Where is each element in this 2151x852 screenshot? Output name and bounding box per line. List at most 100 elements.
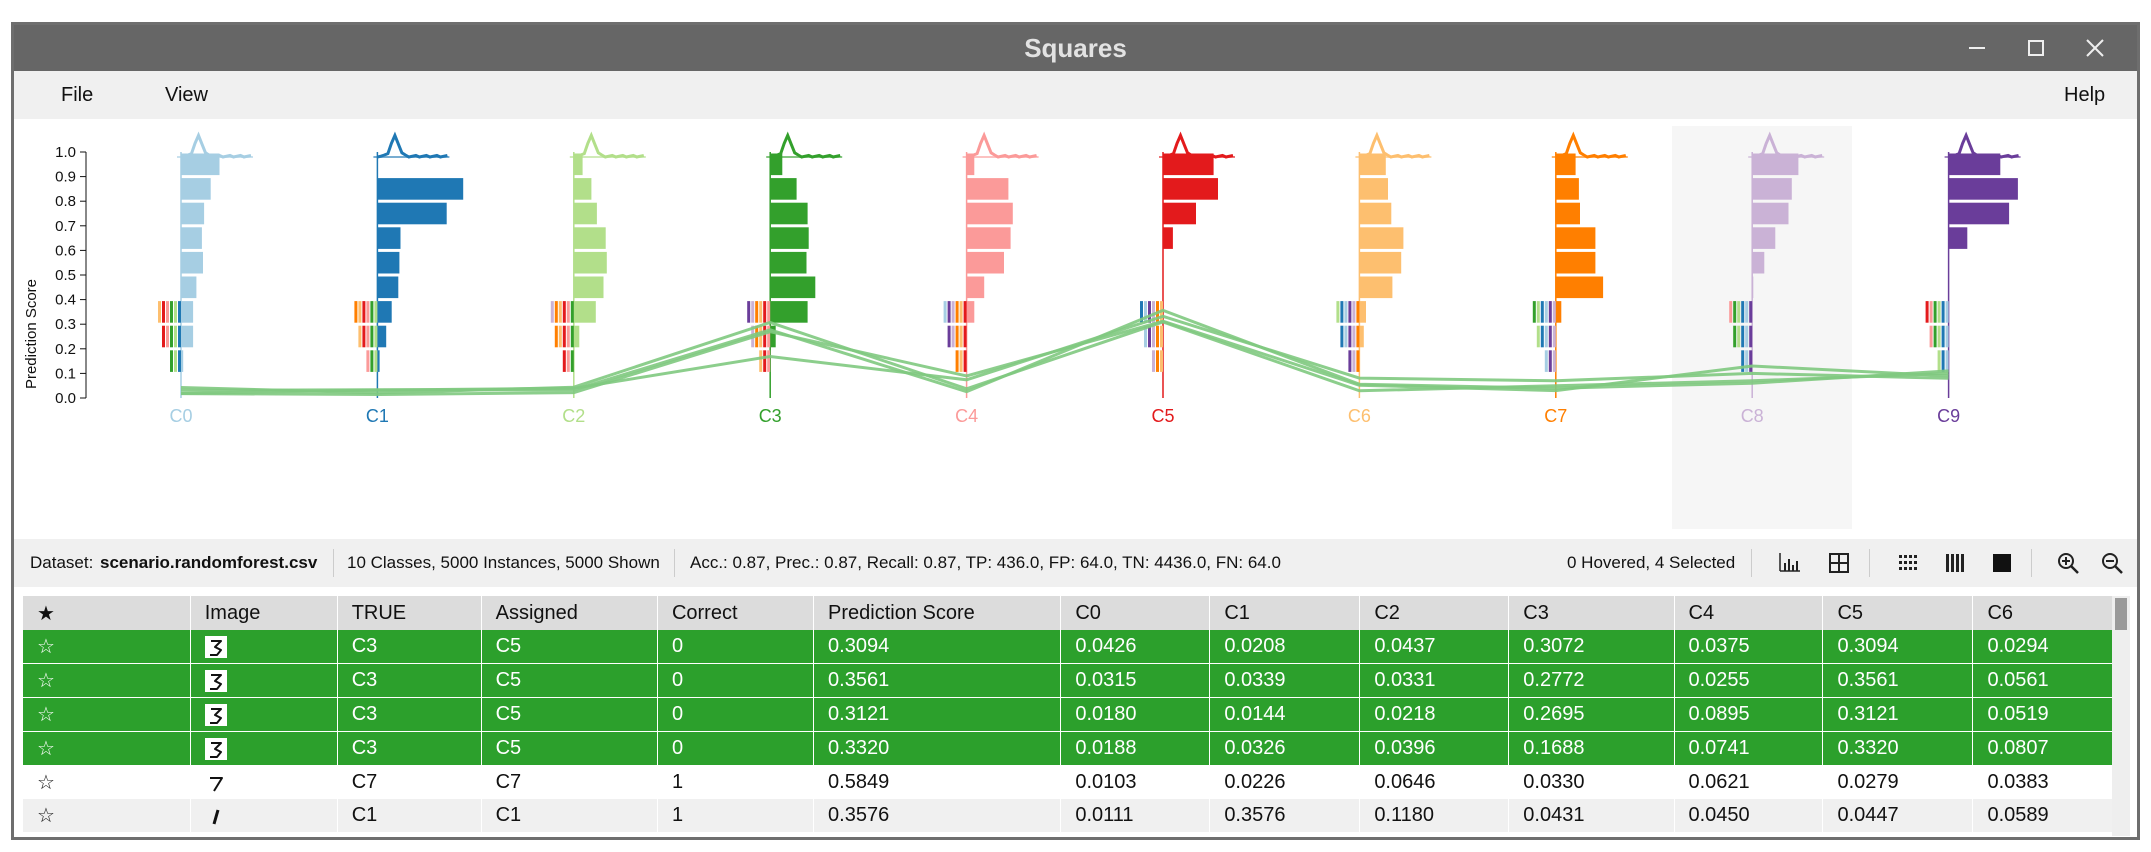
scrollbar-thumb[interactable] [2115, 598, 2127, 630]
class-label-c5[interactable]: C5 [1151, 406, 1174, 426]
prediction-bar[interactable] [1555, 153, 1576, 176]
prediction-bar[interactable] [573, 325, 580, 348]
prediction-bar[interactable] [966, 301, 975, 323]
column-header[interactable]: TRUE [337, 596, 482, 630]
prediction-bar[interactable] [181, 227, 202, 249]
column-header[interactable]: C4 [1674, 596, 1824, 630]
star-column-header[interactable]: ★ [23, 596, 191, 630]
column-header[interactable]: Assigned [481, 596, 658, 630]
prediction-bar[interactable] [1555, 276, 1604, 299]
table-row[interactable]: ☆ C3 C5 0 0.3320 0.0188 0.0326 0.0396 0.1688 0.07… [23, 731, 2121, 766]
dots-view-button[interactable] [1894, 549, 1922, 577]
column-header[interactable]: Prediction Score [813, 596, 1062, 630]
prediction-bar[interactable] [1359, 276, 1393, 299]
prediction-bar[interactable] [1359, 325, 1364, 348]
prediction-bar[interactable] [770, 153, 783, 176]
squares-plot[interactable]: Prediction Score 1.0 0.9 0.8 0.7 0.6 0.5 0.4 0.… [14, 119, 2137, 539]
table-row[interactable]: ☆ C1 C1 1 0.3576 0.0111 0.3576 0.1180 0.0431 0.04… [23, 799, 2121, 832]
class-column-c1[interactable]: C1 [354, 131, 464, 426]
squares-chart[interactable]: Prediction Score 1.0 0.9 0.8 0.7 0.6 0.5 0.4 0.… [14, 119, 2137, 539]
prediction-bar[interactable] [181, 301, 194, 323]
maximize-button[interactable] [2013, 25, 2059, 71]
prediction-bar[interactable] [1752, 276, 1754, 299]
prediction-bar[interactable] [1359, 227, 1404, 249]
class-label-c1[interactable]: C1 [366, 406, 389, 426]
class-column-c2[interactable]: C2 [550, 131, 646, 426]
prediction-bar[interactable] [1752, 153, 1799, 176]
star-toggle[interactable]: ☆ [23, 630, 191, 664]
prediction-bar[interactable] [966, 276, 985, 299]
column-header[interactable]: C1 [1209, 596, 1361, 630]
histogram-view-button[interactable] [1776, 549, 1804, 577]
prediction-bar[interactable] [573, 153, 583, 176]
prediction-bar[interactable] [1948, 153, 2001, 176]
class-column-c7[interactable]: C7 [1532, 131, 1628, 426]
column-header[interactable]: Correct [657, 596, 815, 630]
prediction-bar[interactable] [377, 251, 400, 274]
menu-help[interactable]: Help [2064, 84, 2106, 106]
class-column-c6[interactable]: C6 [1336, 131, 1432, 426]
star-toggle[interactable]: ☆ [23, 799, 191, 832]
prediction-bar[interactable] [770, 276, 816, 299]
stripes-view-button[interactable] [1941, 549, 1969, 577]
minimize-button[interactable] [1954, 25, 2000, 71]
table-scrollbar[interactable] [2112, 596, 2130, 836]
table-row[interactable]: ☆ C3 C5 0 0.3094 0.0426 0.0208 0.0437 0.3072 0.03… [23, 630, 2121, 664]
prediction-bar[interactable] [966, 251, 1004, 274]
prediction-bar[interactable] [1752, 178, 1792, 200]
grid-view-button[interactable] [1825, 549, 1853, 577]
prediction-bar[interactable] [377, 178, 464, 200]
zoom-out-button[interactable] [2098, 549, 2126, 577]
prediction-bar[interactable] [377, 325, 387, 348]
column-header[interactable]: Image [190, 596, 338, 630]
prediction-bar[interactable] [181, 276, 197, 299]
prediction-bar[interactable] [1555, 227, 1596, 249]
prediction-bar[interactable] [1359, 301, 1366, 323]
prediction-bar[interactable] [181, 350, 184, 372]
class-label-c0[interactable]: C0 [169, 406, 192, 426]
column-header[interactable]: C5 [1822, 596, 1974, 630]
prediction-bar[interactable] [1948, 202, 2010, 225]
prediction-bar[interactable] [181, 178, 211, 200]
prediction-bar[interactable] [1752, 202, 1789, 225]
prediction-bar[interactable] [573, 251, 607, 274]
menu-file[interactable]: File [61, 84, 94, 106]
class-column-c3[interactable]: C3 [747, 131, 843, 426]
selected-instance-lines[interactable] [180, 308, 1949, 397]
prediction-bar[interactable] [1163, 202, 1196, 225]
prediction-bar[interactable] [770, 301, 808, 323]
class-label-c3[interactable]: C3 [759, 406, 782, 426]
star-toggle[interactable]: ☆ [23, 697, 191, 732]
class-label-c9[interactable]: C9 [1937, 406, 1960, 426]
prediction-bar[interactable] [377, 227, 401, 249]
prediction-bar[interactable] [1555, 301, 1562, 323]
prediction-bar[interactable] [1359, 153, 1386, 176]
solid-view-button[interactable] [1988, 549, 2016, 577]
prediction-bar[interactable] [573, 202, 597, 225]
table-row[interactable]: ☆ C3 C5 0 0.3121 0.0180 0.0144 0.0218 0.2695 0.08… [23, 697, 2121, 732]
prediction-bar[interactable] [377, 350, 380, 372]
class-column-c5[interactable]: C5 [1140, 131, 1235, 426]
prediction-bar[interactable] [573, 276, 604, 299]
close-button[interactable] [2072, 25, 2118, 71]
zoom-in-button[interactable] [2054, 549, 2082, 577]
class-column-c0[interactable]: C0 [158, 131, 253, 426]
prediction-bar[interactable] [1752, 227, 1776, 249]
instance-line[interactable] [180, 314, 1949, 395]
menu-view[interactable]: View [165, 84, 208, 106]
prediction-bar[interactable] [770, 251, 807, 274]
column-header[interactable]: C3 [1508, 596, 1675, 630]
instance-table[interactable]: ★ Image TRUE Assigned Correct Prediction… [23, 596, 2121, 836]
prediction-bar[interactable] [1555, 178, 1579, 200]
prediction-bar[interactable] [181, 202, 205, 225]
prediction-bar[interactable] [1359, 251, 1402, 274]
class-label-c6[interactable]: C6 [1348, 406, 1371, 426]
class-column-c8[interactable]: C8 [1729, 131, 1825, 426]
prediction-bar[interactable] [770, 325, 776, 348]
prediction-bar[interactable] [1948, 227, 1968, 249]
prediction-bar[interactable] [1163, 178, 1218, 200]
star-toggle[interactable]: ☆ [23, 663, 191, 698]
prediction-bar[interactable] [1752, 251, 1765, 274]
prediction-bar[interactable] [770, 227, 809, 249]
prediction-bar[interactable] [770, 178, 797, 200]
